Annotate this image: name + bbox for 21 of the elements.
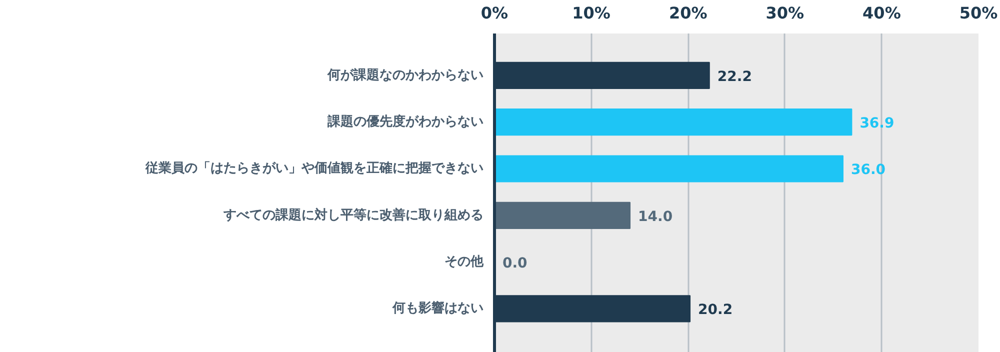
y-tick-label: 課題の優先度がわからない <box>326 114 484 130</box>
bar <box>494 155 844 182</box>
x-tick-label: 0% <box>480 4 508 22</box>
data-label: 36.9 <box>860 116 894 132</box>
y-tick-label: すべての課題に対し平等に改善に取り組める <box>222 206 484 223</box>
data-label: 22.2 <box>717 68 752 85</box>
x-tick-label: 50% <box>959 4 998 22</box>
data-label: 0.0 <box>502 256 528 272</box>
y-tick-label: 従業員の「はたらきがい」や価値観を正確に把握できない <box>144 161 484 176</box>
y-tick-label: その他 <box>444 254 484 270</box>
x-tick-label: 30% <box>766 4 804 22</box>
data-label: 36.0 <box>850 162 886 178</box>
x-tick-label: 10% <box>572 4 610 22</box>
x-tick-label: 40% <box>862 4 901 22</box>
y-tick-label: 何も影響はない <box>392 300 484 316</box>
data-label: 20.2 <box>698 302 733 318</box>
data-label: 14.0 <box>638 208 673 225</box>
bar <box>494 202 631 229</box>
y-tick-label: 何が課題なのかわからない <box>326 66 484 83</box>
bar <box>494 108 852 136</box>
x-tick-label: 20% <box>668 4 708 22</box>
